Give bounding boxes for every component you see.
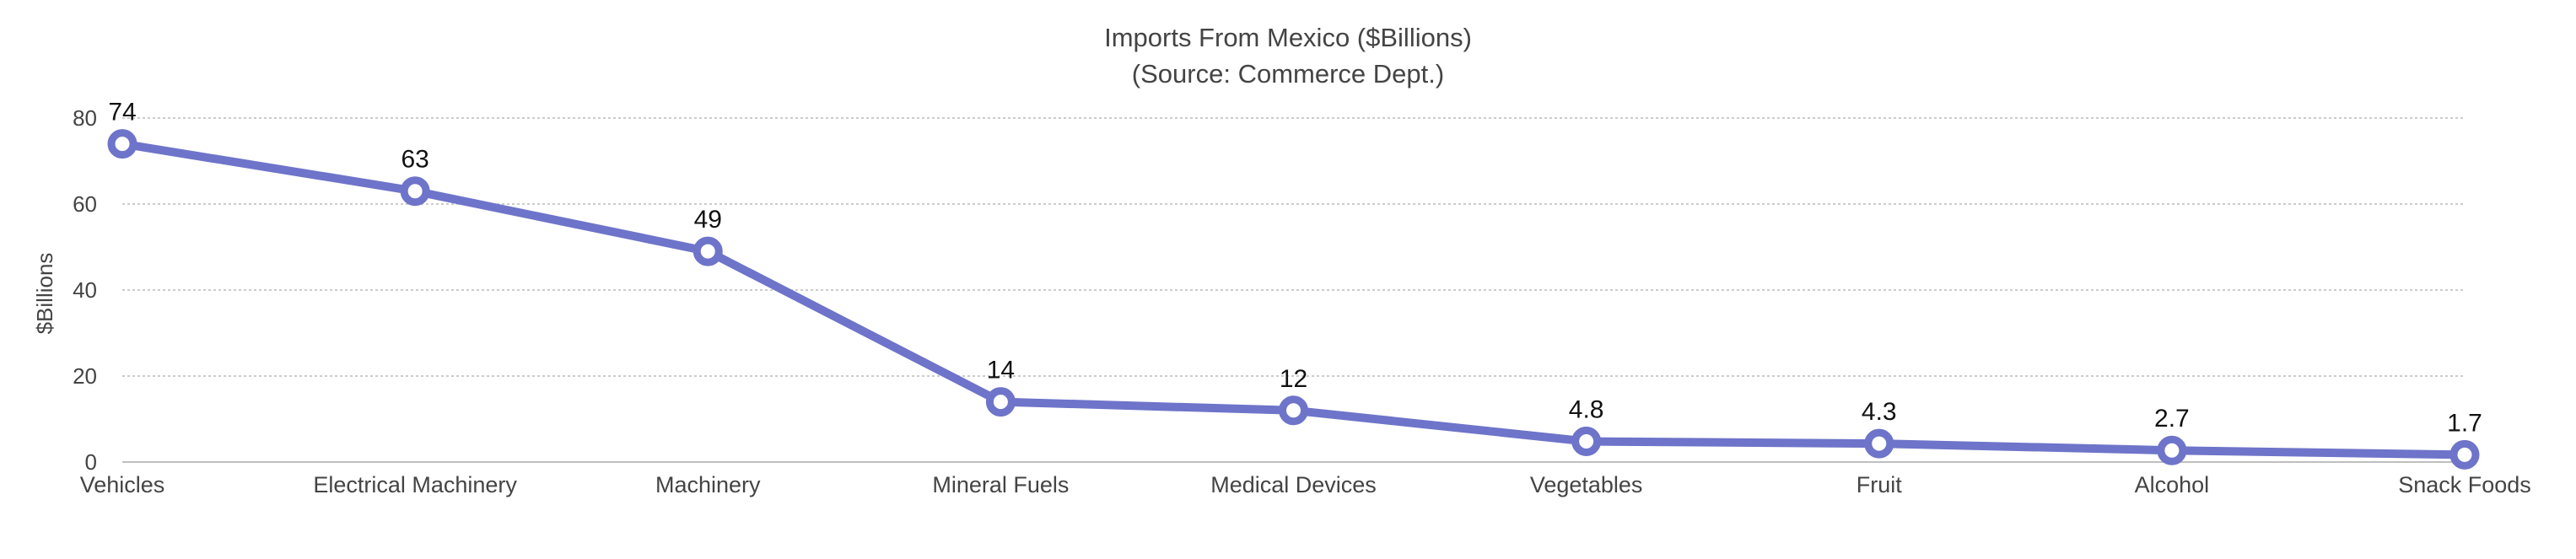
data-point-marker	[693, 236, 723, 266]
data-label: 14	[987, 357, 1015, 384]
y-axis-title: $Billions	[32, 253, 57, 335]
data-label: 2.7	[2154, 405, 2190, 433]
x-tick-label: Vehicles	[80, 472, 165, 497]
y-tick-label: 60	[73, 191, 97, 217]
x-tick-label: Mineral Fuels	[932, 472, 1069, 497]
x-tick-label: Machinery	[655, 472, 761, 497]
y-tick-label: 0	[85, 449, 97, 475]
data-point-marker	[1279, 395, 1308, 426]
data-label: 12	[1280, 365, 1307, 393]
x-tick-label: Fruit	[1857, 472, 1902, 497]
data-label: 63	[401, 146, 428, 174]
x-tick-label: Vegetables	[1530, 472, 1643, 497]
y-tick-label: 80	[73, 105, 97, 131]
y-tick-label: 40	[73, 277, 97, 303]
chart-title: Imports From Mexico ($Billions)	[1104, 23, 1472, 52]
data-label: 4.8	[1569, 396, 1604, 424]
data-label: 4.3	[1862, 398, 1897, 426]
data-label: 49	[694, 206, 722, 234]
x-tick-label: Alcohol	[2135, 472, 2210, 497]
data-point-marker	[1864, 428, 1894, 459]
data-point-marker	[400, 176, 430, 207]
x-ticks: Vehicles Electrical Machinery Machinery Min…	[80, 472, 2531, 497]
x-tick-label: Medical Devices	[1210, 472, 1377, 497]
data-label: 74	[108, 99, 136, 126]
data-point-marker	[2449, 439, 2480, 470]
x-tick-label: Snack Foods	[2398, 472, 2531, 497]
grid-layer	[122, 117, 2465, 463]
data-point-marker	[1571, 427, 1602, 457]
data-label-layer: 74 63 49 14 12 4.8 4.3 2.7 1.7	[108, 99, 2482, 438]
data-label: 1.7	[2447, 409, 2482, 437]
chart-subtitle: (Source: Commerce Dept.)	[1132, 59, 1444, 89]
marker-layer	[107, 129, 2480, 470]
y-ticks: 0 20 40 60 80	[73, 105, 97, 475]
data-point-marker	[107, 129, 137, 159]
y-tick-label: 20	[73, 363, 97, 389]
data-point-marker	[985, 387, 1016, 417]
data-point-marker	[2157, 435, 2187, 465]
x-tick-label: Electrical Machinery	[313, 472, 517, 497]
